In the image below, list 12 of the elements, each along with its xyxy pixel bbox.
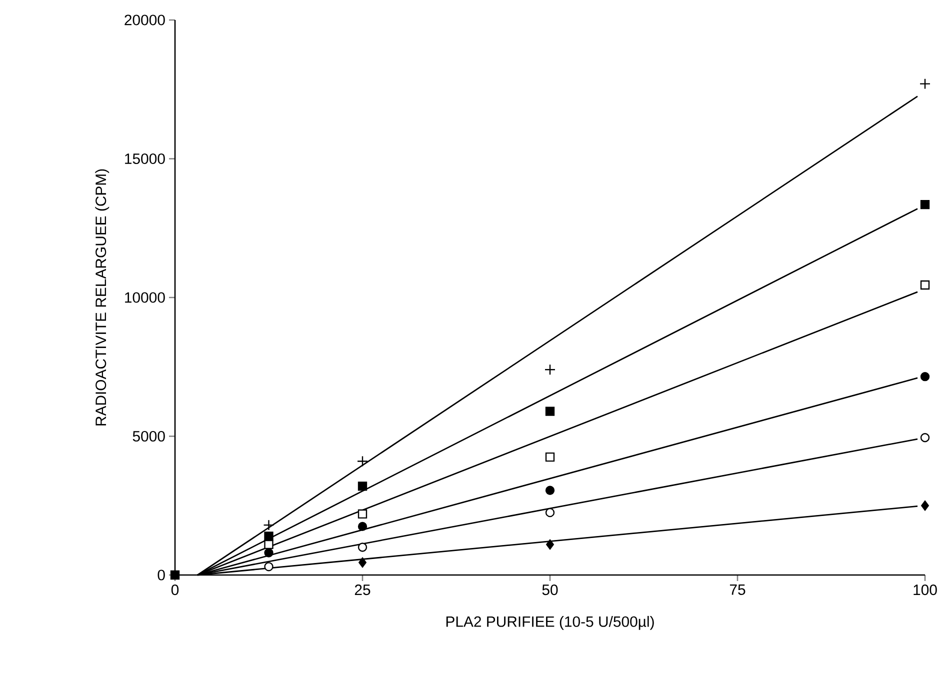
x-tick-label: 50 <box>542 584 558 596</box>
x-tick-label: 0 <box>171 584 179 596</box>
y-tick-label: 5000 <box>132 430 165 442</box>
x-tick-label: 100 <box>914 584 937 596</box>
x-tick-label: 75 <box>730 584 746 595</box>
x-tick-label: 25 <box>354 584 370 596</box>
y-tick-label: 15000 <box>125 153 165 164</box>
y-tick-label: 20000 <box>124 14 165 26</box>
y-tick-label: 0 <box>158 570 165 580</box>
y-tick-label: 10000 <box>125 292 165 303</box>
x-axis-title: PLA2 PURIFIEE (10-5 U/500µl) <box>446 616 654 630</box>
y-axis-title: RADIOACTIVITE RELARGUEE (CPM) <box>95 169 110 426</box>
